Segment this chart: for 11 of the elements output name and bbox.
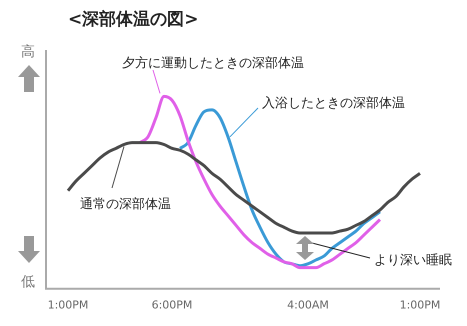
chart-title: <深部体温の図> [68, 10, 198, 30]
text: 低 [21, 274, 35, 290]
x-tick-label: 4:00AM [287, 298, 329, 312]
x-tick-label: 6:00PM [152, 298, 192, 312]
series-label: 通常の深部体温 [80, 197, 171, 212]
text: 夕方に運動したときの深部体温 [122, 55, 304, 71]
text: 高 [21, 44, 35, 60]
x-tick-label: 1:00PM [48, 298, 88, 312]
annotation: より深い睡眠 [374, 253, 452, 268]
x-tick-label: 1:00PM [400, 298, 440, 312]
text: 入浴したときの深部体温 [262, 96, 405, 111]
